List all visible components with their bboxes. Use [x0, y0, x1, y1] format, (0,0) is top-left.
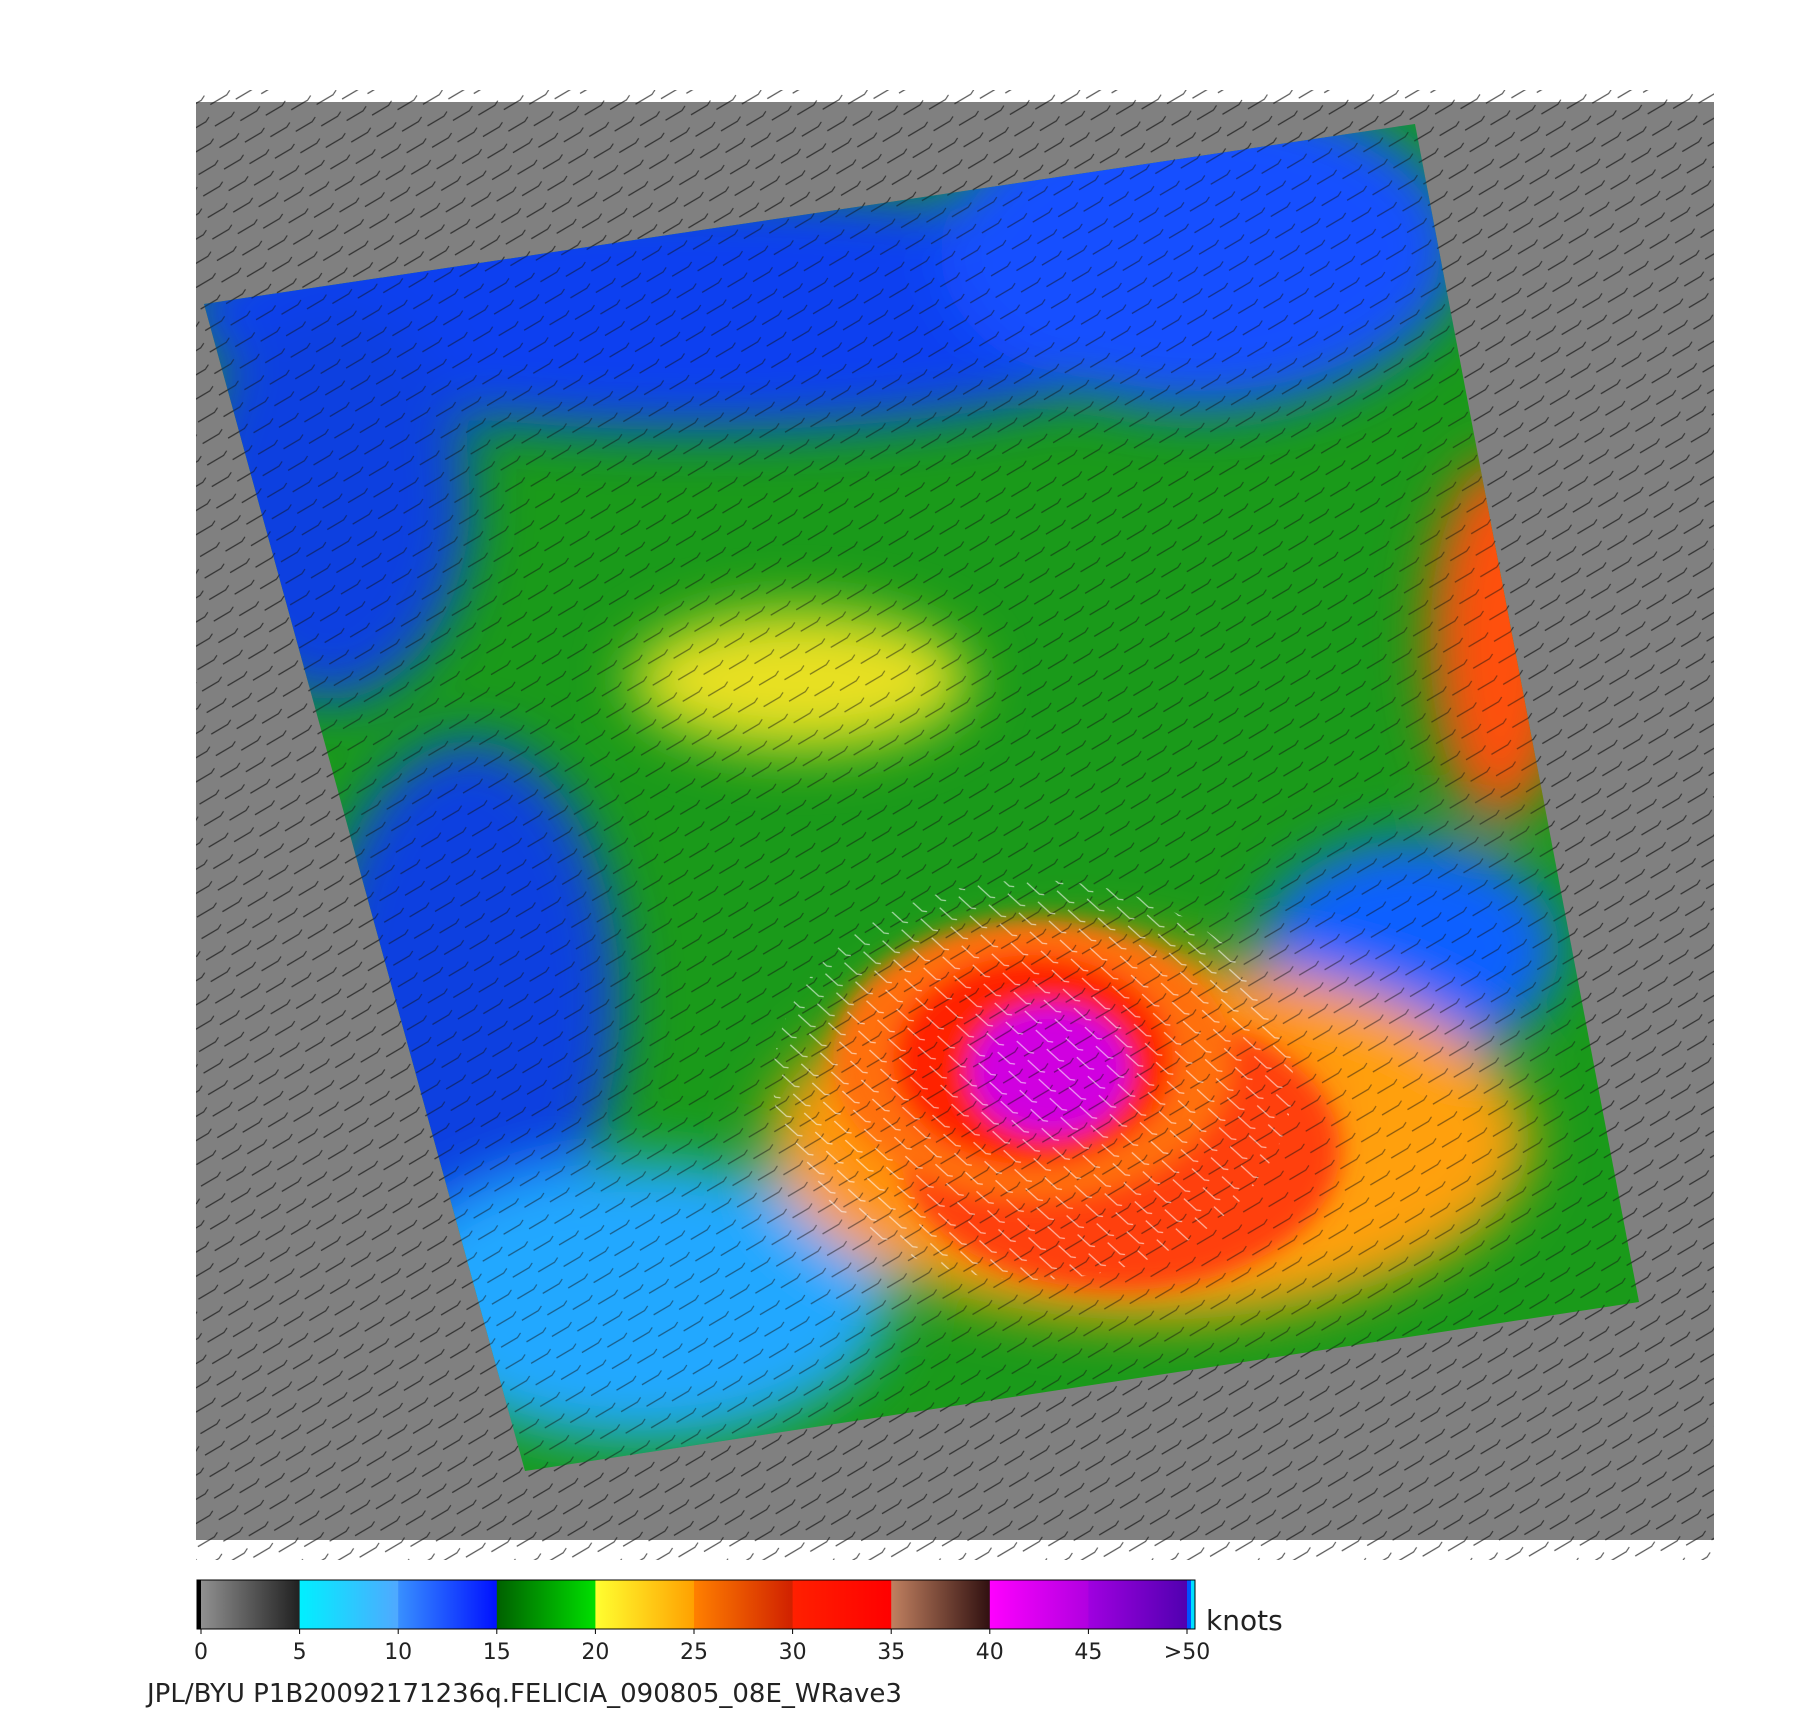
- colorbar-tick-label: 15: [483, 1640, 511, 1665]
- caption: JPL/BYU P1B20092171236q.FELICIA_090805_0…: [145, 1679, 902, 1709]
- colorbar-tick-label: 25: [680, 1640, 708, 1665]
- colorbar-segment: [891, 1580, 991, 1629]
- colorbar-tick-label: 45: [1074, 1640, 1102, 1665]
- colorbar-start: [197, 1580, 201, 1629]
- colorbar-tick-label: 0: [194, 1640, 208, 1665]
- colorbar: 0 5 10 15 20 25 30 35 40 45 >50: [194, 1579, 1210, 1665]
- colorbar-segment: [792, 1580, 892, 1629]
- colorbar-tick-label: 40: [976, 1640, 1004, 1665]
- colorbar-segment: [201, 1580, 301, 1629]
- colorbar-segment: [1088, 1580, 1188, 1629]
- colorbar-segment: [496, 1580, 596, 1629]
- colorbar-segment: [694, 1580, 794, 1629]
- colorbar-tail: [1187, 1580, 1191, 1629]
- colorbar-tick-label: 10: [384, 1640, 412, 1665]
- colorbar-segment: [398, 1580, 498, 1629]
- colorbar-tick-label: 5: [293, 1640, 307, 1665]
- colorbar-tail: [1191, 1580, 1195, 1629]
- colorbar-frame: [196, 1579, 1196, 1630]
- colorbar-tick-label: 35: [877, 1640, 905, 1665]
- colorbar-tick-label: 20: [581, 1640, 609, 1665]
- colorbar-segment: [989, 1580, 1089, 1629]
- colorbar-segment: [299, 1580, 399, 1629]
- colorbar-segment: [595, 1580, 695, 1629]
- colorbar-tick-label: 30: [779, 1640, 807, 1665]
- colorbar-tick-label: >50: [1164, 1640, 1210, 1665]
- unit-label: knots: [1206, 1604, 1283, 1637]
